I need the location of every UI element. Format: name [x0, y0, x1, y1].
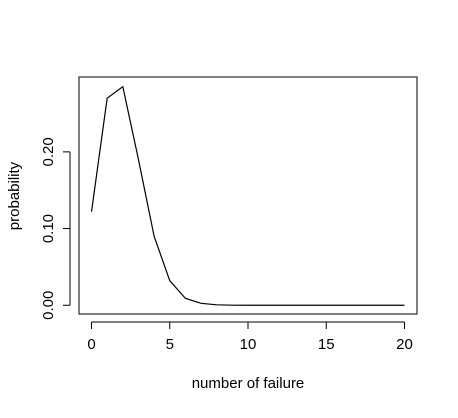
- y-tick-label: 0.10: [40, 214, 57, 243]
- x-tick-label: 5: [166, 336, 174, 353]
- x-tick-label: 15: [318, 336, 335, 353]
- x-tick-label: 20: [396, 336, 413, 353]
- y-tick-label: 0.00: [40, 291, 57, 320]
- y-axis-label: probability: [6, 161, 23, 230]
- y-tick-label: 0.20: [40, 137, 57, 166]
- x-axis-label: number of failure: [192, 375, 305, 392]
- x-tick-label: 10: [240, 336, 257, 353]
- x-tick-label: 0: [87, 336, 95, 353]
